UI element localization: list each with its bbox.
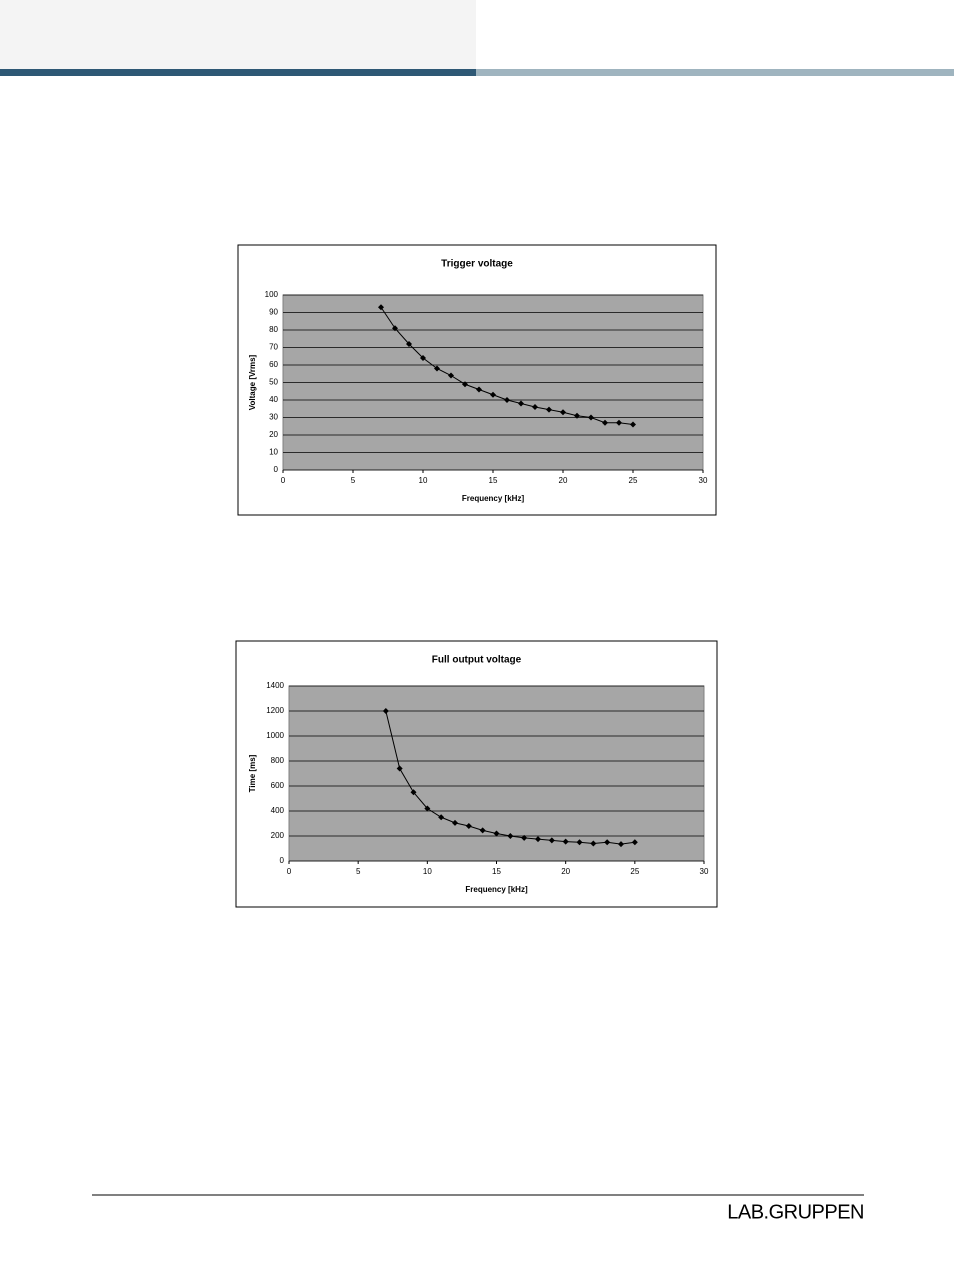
chart-title: Trigger voltage [441, 259, 513, 270]
x-tick-label: 15 [489, 476, 498, 485]
y-tick-label: 20 [269, 430, 278, 439]
x-tick-label: 20 [559, 476, 568, 485]
data-point [410, 789, 417, 796]
data-point [490, 391, 496, 398]
data-point [588, 414, 594, 421]
y-tick-label: 70 [269, 343, 278, 352]
y-tick-label: 60 [269, 360, 278, 369]
y-axis-label: Voltage [Vrms] [248, 354, 257, 410]
data-point [560, 409, 566, 416]
data-point [452, 819, 458, 826]
data-point [504, 397, 510, 403]
y-tick-label: 0 [280, 856, 285, 865]
y-tick-label: 30 [269, 413, 278, 422]
x-tick-label: 30 [699, 476, 708, 485]
data-point [630, 421, 636, 428]
y-tick-label: 200 [271, 831, 285, 840]
x-tick-label: 0 [287, 867, 292, 876]
y-tick-label: 1000 [266, 731, 284, 740]
data-point [602, 419, 608, 426]
x-tick-label: 10 [419, 476, 428, 485]
y-axis-label: Time [ms] [248, 754, 257, 792]
x-tick-label: 5 [356, 867, 361, 876]
data-point [616, 419, 622, 426]
header-band [0, 0, 476, 69]
x-tick-label: 0 [281, 476, 286, 485]
data-point [462, 381, 468, 388]
data-point [604, 839, 611, 846]
y-tick-label: 400 [271, 806, 285, 815]
y-tick-label: 90 [269, 308, 278, 317]
data-point [424, 805, 431, 812]
data-point [434, 365, 440, 372]
data-point [476, 386, 482, 393]
data-point [518, 400, 524, 407]
data-point [420, 355, 426, 361]
data-point [521, 834, 528, 841]
x-tick-label: 25 [630, 867, 639, 876]
x-tick-label: 15 [492, 867, 501, 876]
data-point [548, 837, 555, 844]
x-tick-label: 10 [423, 867, 432, 876]
data-point [590, 840, 597, 847]
y-tick-label: 100 [265, 290, 279, 299]
data-point [631, 839, 638, 846]
y-tick-label: 800 [271, 756, 285, 765]
data-point [448, 372, 454, 379]
data-point [507, 833, 514, 839]
data-point [532, 404, 538, 410]
y-tick-label: 600 [271, 781, 285, 790]
data-point [574, 412, 580, 419]
header-bar [0, 69, 476, 76]
y-tick-label: 80 [269, 325, 278, 334]
x-tick-label: 5 [351, 476, 356, 485]
y-tick-label: 50 [269, 378, 278, 387]
y-tick-label: 0 [274, 465, 279, 474]
data-point [382, 708, 389, 714]
data-point [465, 823, 472, 829]
y-tick-label: 40 [269, 395, 278, 404]
x-tick-label: 20 [561, 867, 570, 876]
data-point [396, 765, 403, 772]
y-tick-label: 1400 [266, 681, 284, 690]
data-point [546, 406, 552, 413]
x-axis-label: Frequency [kHz] [465, 885, 528, 894]
data-point [392, 325, 398, 332]
logo: LAB.GRUPPEN [727, 1201, 864, 1223]
y-tick-label: 10 [269, 448, 278, 457]
y-tick-label: 1200 [266, 706, 284, 715]
x-tick-label: 30 [700, 867, 709, 876]
data-point [406, 341, 412, 347]
data-point [562, 838, 569, 845]
data-point [378, 304, 384, 311]
x-axis-label: Frequency [kHz] [462, 494, 525, 503]
x-tick-label: 25 [629, 476, 638, 485]
data-point [479, 827, 486, 834]
data-point [493, 830, 500, 837]
chart-title: Full output voltage [432, 655, 522, 666]
data-point [438, 814, 445, 821]
header-bar [476, 69, 954, 76]
data-point [618, 841, 624, 848]
data-point [576, 839, 583, 846]
data-point [535, 836, 541, 843]
